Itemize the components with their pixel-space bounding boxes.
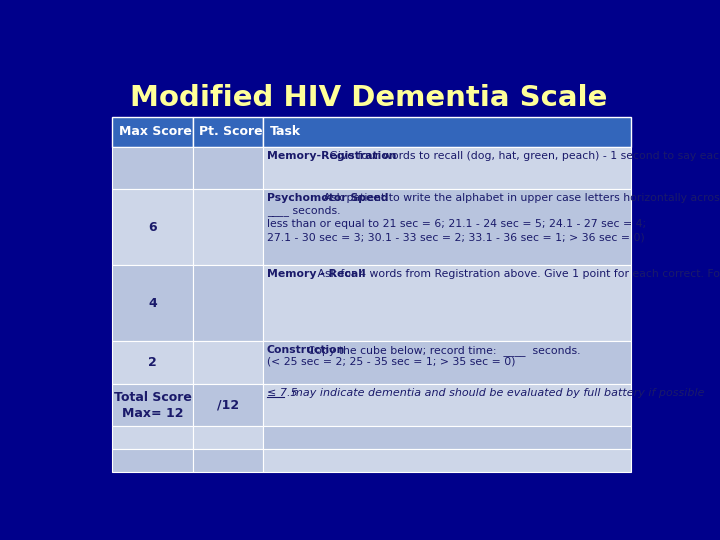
Text: 2: 2 — [148, 356, 157, 369]
Text: Modified HIV Dementia Scale: Modified HIV Dementia Scale — [130, 84, 608, 112]
Text: Ask patient to write the alphabet in upper case letters horizontally across the : Ask patient to write the alphabet in upp… — [320, 193, 720, 204]
Bar — [112, 117, 193, 147]
Bar — [193, 117, 263, 147]
Text: Max Score: Max Score — [119, 125, 192, 138]
Bar — [112, 427, 193, 449]
Text: Total Score
Max= 12: Total Score Max= 12 — [114, 390, 192, 420]
Text: Copy the cube below; record time:  ____  seconds.: Copy the cube below; record time: ____ s… — [305, 345, 581, 356]
Text: Task: Task — [269, 125, 301, 138]
Text: Psychomotor Speed: Psychomotor Speed — [266, 193, 388, 204]
Text: ____ seconds.
less than or equal to 21 sec = 6; 21.1 - 24 sec = 5; 24.1 - 27 sec: ____ seconds. less than or equal to 21 s… — [266, 205, 646, 242]
Bar — [193, 427, 263, 449]
Text: Pt. Score: Pt. Score — [199, 125, 263, 138]
Text: Memory-Registration: Memory-Registration — [266, 151, 396, 161]
Bar — [263, 427, 631, 449]
Text: 6: 6 — [148, 221, 157, 234]
Bar — [112, 449, 193, 472]
Text: Construction: Construction — [266, 345, 345, 355]
Text: may indicate dementia and should be evaluated by full battery if possible: may indicate dementia and should be eval… — [285, 388, 705, 398]
Bar — [193, 449, 263, 472]
Text: /12: /12 — [217, 399, 239, 411]
Bar — [263, 117, 631, 147]
Bar — [263, 449, 631, 472]
Text: ≤ 7.5: ≤ 7.5 — [266, 388, 297, 398]
Text: Memory - Recall: Memory - Recall — [266, 269, 365, 279]
Text: 4: 4 — [148, 296, 157, 310]
Text: Ask for 4 words from Registration above. Give 1 point for each correct. For word: Ask for 4 words from Registration above.… — [314, 269, 720, 279]
Text: (< 25 sec = 2; 25 - 35 sec = 1; > 35 sec = 0): (< 25 sec = 2; 25 - 35 sec = 1; > 35 sec… — [266, 357, 516, 367]
Text: Give four words to recall (dog, hat, green, peach) - 1 second to say each. Then : Give four words to recall (dog, hat, gre… — [326, 151, 720, 161]
